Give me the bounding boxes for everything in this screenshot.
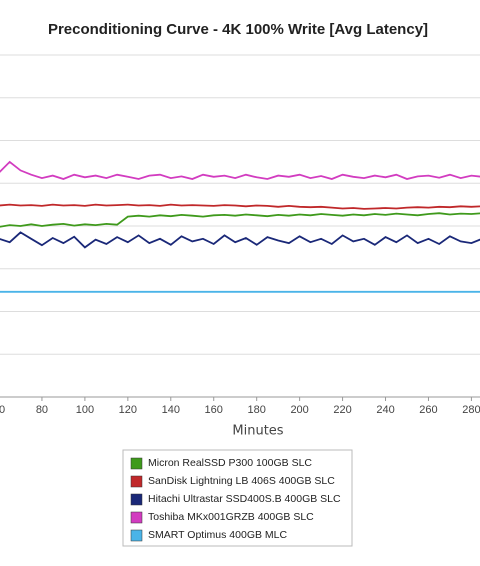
series-line [0, 212, 480, 228]
legend-label: Hitachi Ultrastar SSD400S.B 400GB SLC [148, 493, 341, 505]
legend [122, 449, 353, 547]
x-axis-label: Minutes [232, 424, 283, 439]
x-tick-label: 200 [290, 404, 308, 416]
x-tick-label: 120 [119, 404, 137, 416]
legend-label: SanDisk Lightning LB 406S 400GB SLC [148, 475, 335, 487]
x-tick-label: 160 [205, 404, 223, 416]
legend-swatch [130, 457, 143, 470]
series-line [0, 203, 480, 210]
series-line [0, 160, 480, 180]
chart-title: Preconditioning Curve - 4K 100% Write [A… [48, 21, 428, 38]
x-tick-label: 260 [419, 404, 437, 416]
x-tick-label: 80 [36, 404, 48, 416]
x-tick-label: 60 [0, 404, 5, 416]
legend-label: Micron RealSSD P300 100GB SLC [148, 457, 312, 469]
series-line [0, 231, 480, 249]
legend-swatch [130, 511, 143, 524]
x-tick-label: 140 [162, 404, 180, 416]
x-tick-label: 180 [247, 404, 265, 416]
x-tick-label: 240 [376, 404, 394, 416]
legend-label: SMART Optimus 400GB MLC [148, 529, 287, 541]
legend-swatch [130, 493, 143, 506]
legend-swatch [130, 475, 143, 488]
x-tick-label: 280 [462, 404, 480, 416]
x-tick-label: 220 [333, 404, 351, 416]
x-tick-label: 100 [76, 404, 94, 416]
legend-label: Toshiba MKx001GRZB 400GB SLC [148, 511, 314, 523]
legend-swatch [130, 529, 143, 542]
